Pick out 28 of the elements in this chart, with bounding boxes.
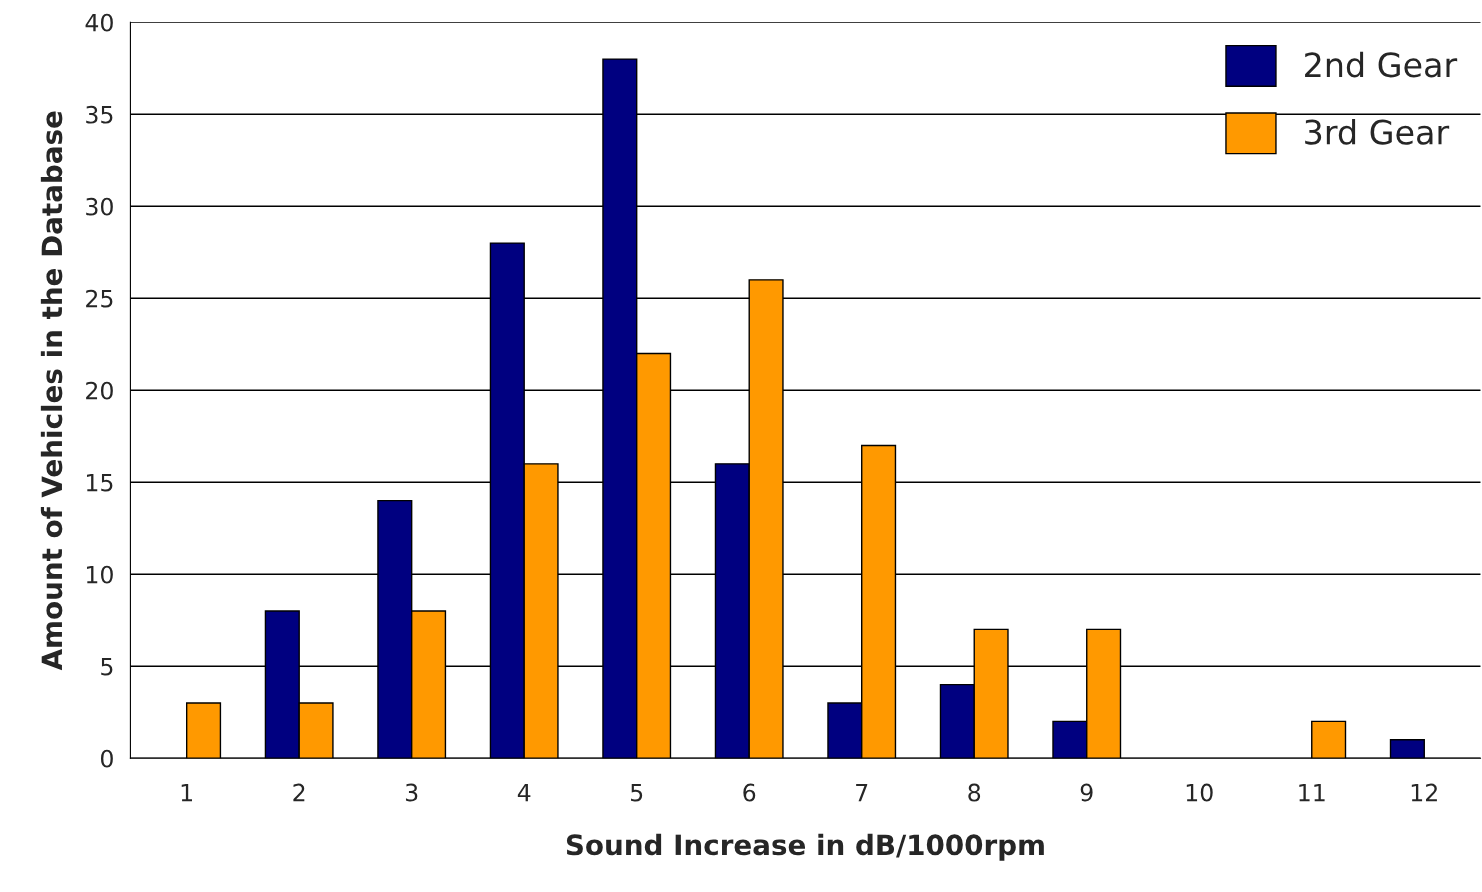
- x-tick-label: 4: [517, 783, 531, 802]
- x-tick-label: 11: [1299, 783, 1325, 802]
- x-tick-label: 6: [743, 783, 756, 802]
- y-tick-label: 15: [86, 473, 113, 492]
- y-tick-label: 40: [85, 13, 113, 32]
- y-tick-label: 10: [86, 565, 113, 584]
- bar: [185, 702, 222, 759]
- x-tick-label: 2: [293, 783, 305, 802]
- x-tick-label: 3: [405, 783, 418, 802]
- x-tick-label: 8: [968, 783, 981, 802]
- x-tick-label: 12: [1411, 783, 1437, 802]
- y-tick-label: 20: [86, 381, 113, 400]
- bar: [1389, 739, 1425, 759]
- y-tick-label: 5: [101, 657, 113, 676]
- x-axis-title: Sound Increase in dB/1000rpm: [566, 833, 1044, 861]
- bar: [1311, 720, 1347, 759]
- y-tick-label: 0: [100, 749, 113, 768]
- x-tick-label: 7: [856, 783, 868, 802]
- x-tick-label: 5: [631, 783, 643, 802]
- y-axis-title: Amount of Vehicles in the Database: [40, 111, 63, 671]
- x-tick-label: 10: [1186, 783, 1213, 802]
- legend-label: 3rd Gear: [1305, 118, 1450, 145]
- x-tick-label: 9: [1080, 783, 1093, 802]
- y-tick-label: 35: [86, 105, 113, 124]
- y-tick-label: 25: [86, 289, 113, 308]
- y-tick-label: 30: [86, 197, 113, 216]
- x-tick-label: 1: [181, 783, 192, 802]
- legend-label: 2nd Gear: [1305, 51, 1458, 78]
